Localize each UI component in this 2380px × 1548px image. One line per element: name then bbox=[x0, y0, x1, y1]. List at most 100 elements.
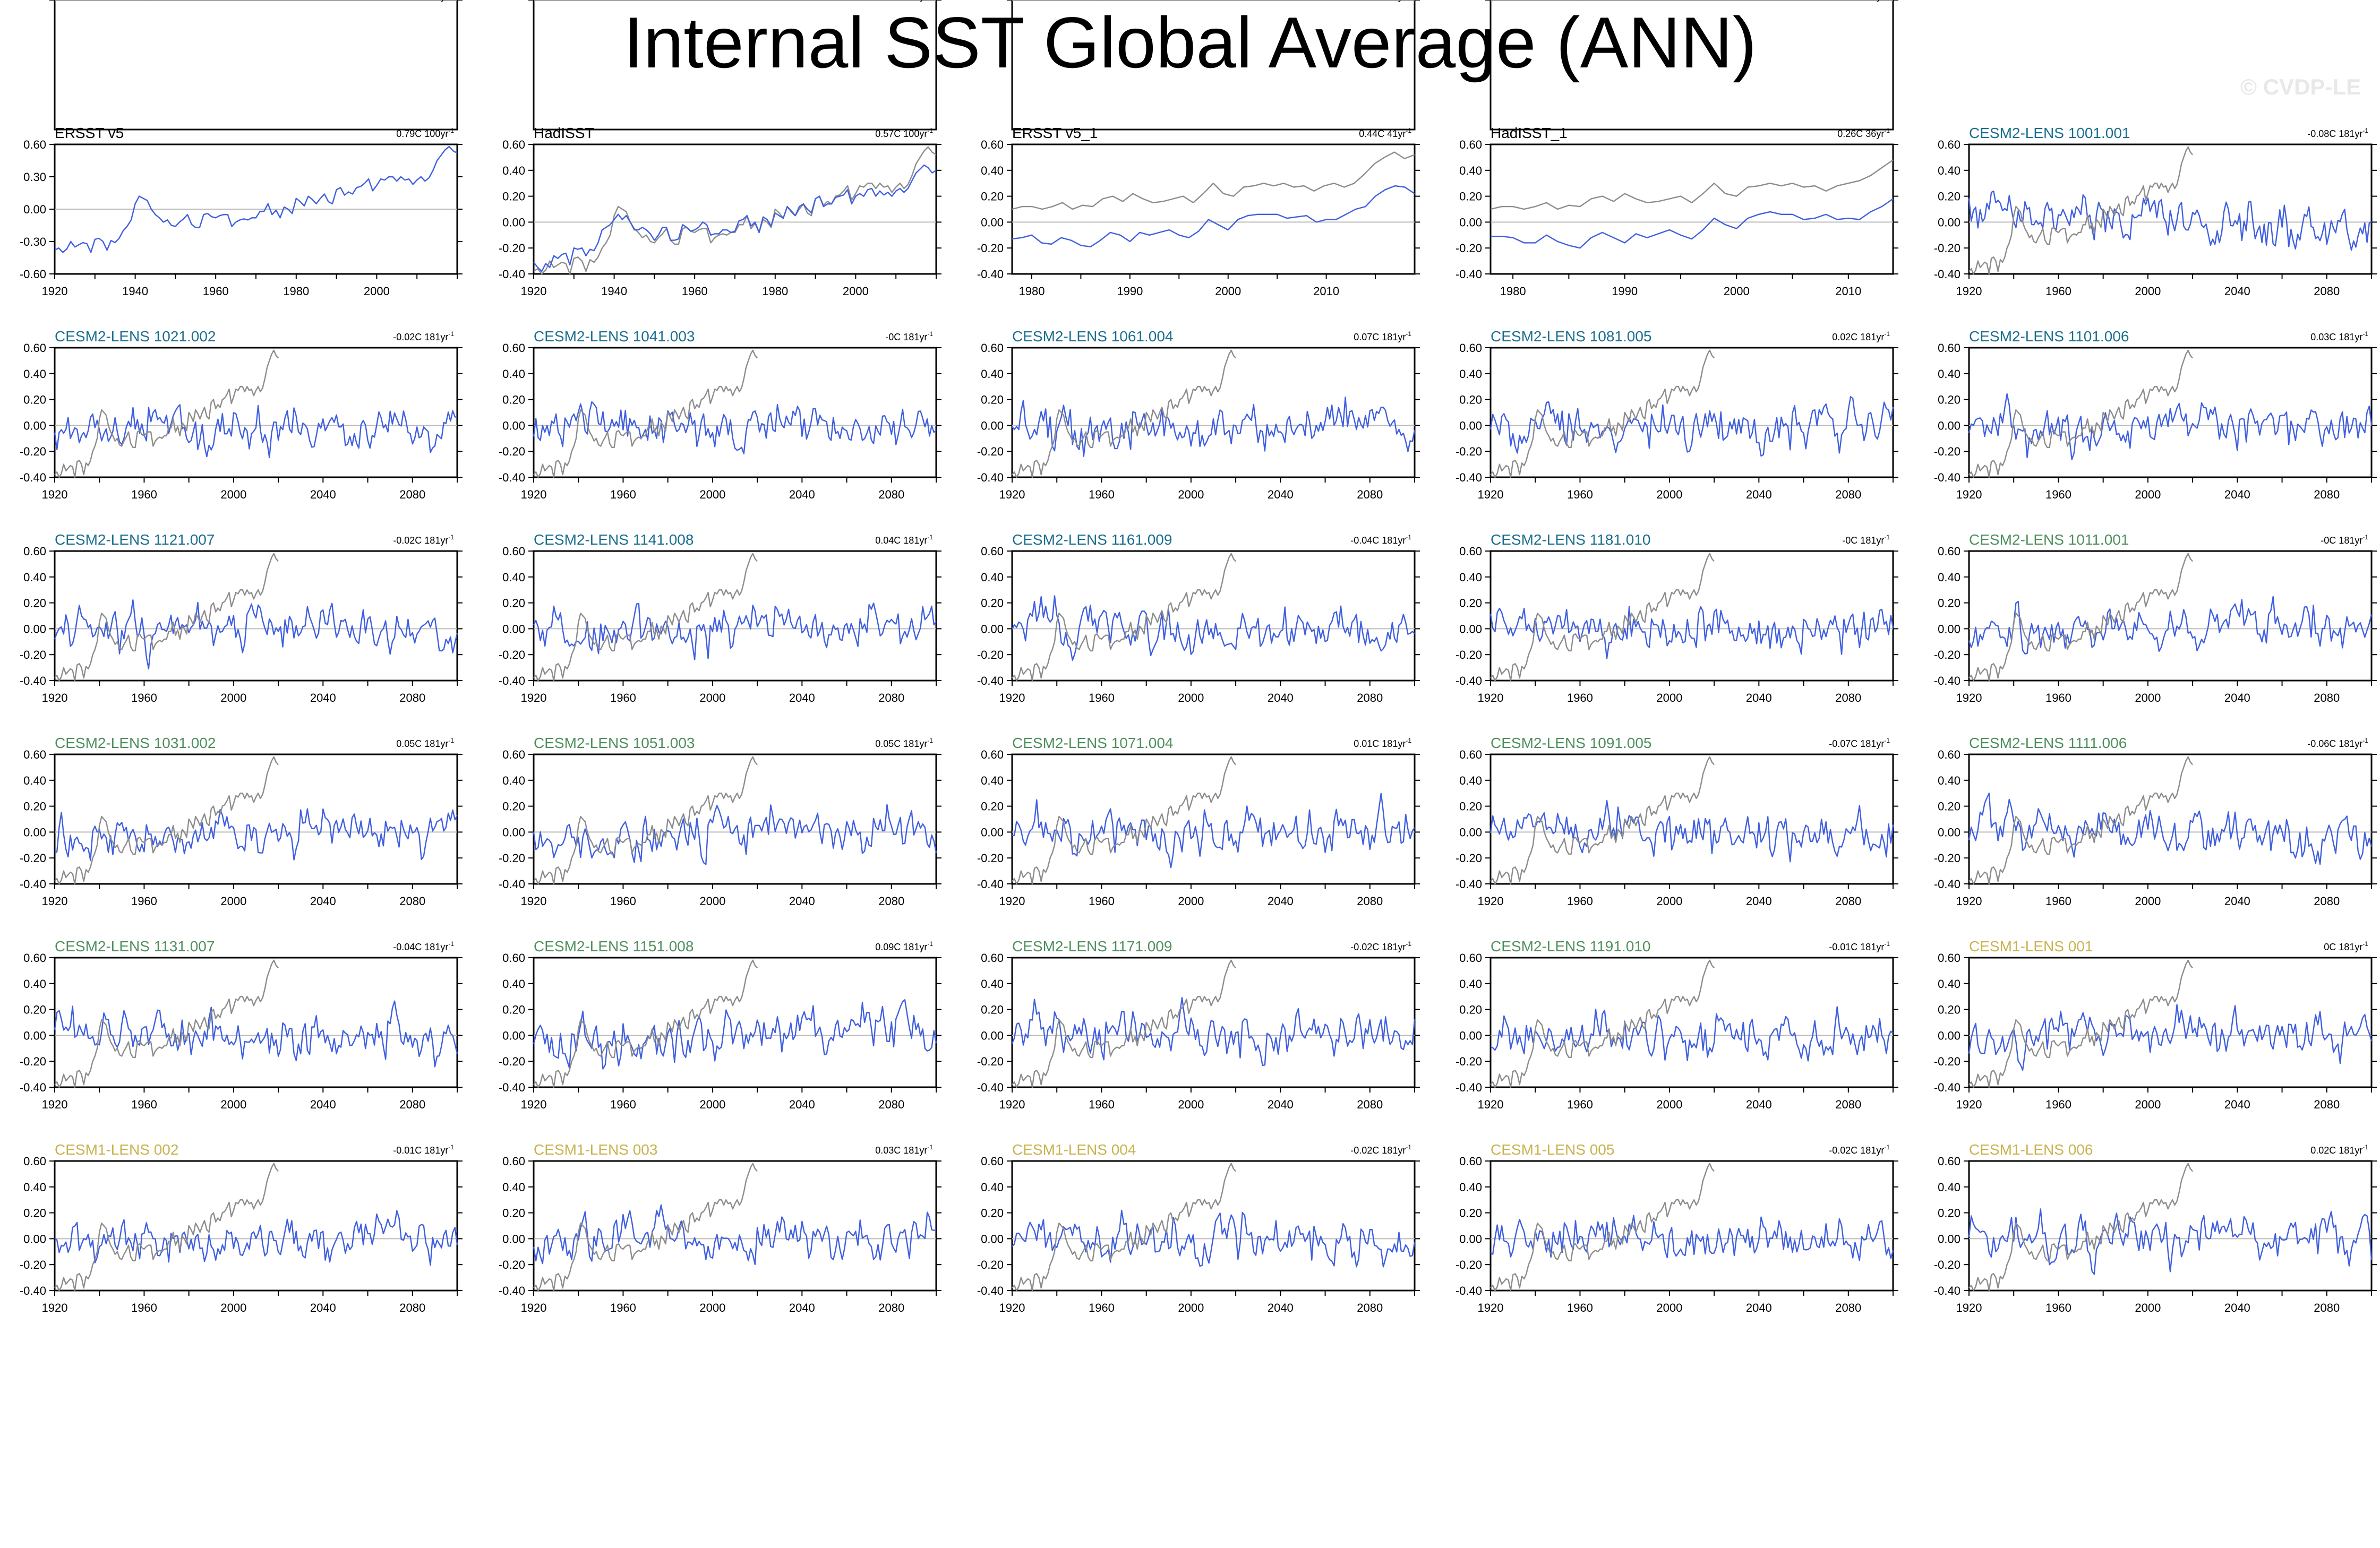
x-tick-label: 2000 bbox=[1656, 691, 1682, 704]
y-tick-label: 0.40 bbox=[502, 571, 525, 584]
x-tick-label: 1960 bbox=[131, 488, 157, 501]
panel-title: CESM2-LENS 1131.007 bbox=[55, 938, 215, 954]
trend-label: 0.79C 100yr-1 bbox=[396, 127, 454, 139]
x-tick-label: 2080 bbox=[1357, 691, 1383, 704]
plot-frame bbox=[1489, 957, 1894, 1088]
chart-panel: 0.600.400.200.00-0.20-0.4019201960200020… bbox=[20, 0, 463, 131]
y-tick-label: 0.00 bbox=[502, 1232, 525, 1245]
y-tick-label: 0.40 bbox=[23, 571, 46, 584]
x-tick-label: 1920 bbox=[1478, 488, 1504, 501]
y-tick-label: 0.30 bbox=[23, 170, 46, 184]
y-tick-label: -0.20 bbox=[1456, 1055, 1482, 1068]
x-tick-label: 1960 bbox=[610, 895, 636, 908]
x-tick-label: 1980 bbox=[283, 285, 309, 298]
y-tick-label: -0.20 bbox=[20, 1258, 46, 1271]
x-tick-label: 2040 bbox=[789, 895, 815, 908]
x-tick-label: 1960 bbox=[610, 691, 636, 704]
panel-title: CESM2-LENS 1101.006 bbox=[1969, 328, 2129, 345]
y-tick-label: 0.20 bbox=[1938, 1207, 1960, 1220]
y-tick-label: 0.00 bbox=[1459, 419, 1482, 432]
x-tick-label: 1960 bbox=[610, 1301, 636, 1314]
y-tick-label: -0.20 bbox=[499, 445, 525, 458]
trend-label: -0.01C 181yr-1 bbox=[1829, 940, 1890, 952]
y-tick-label: 0.20 bbox=[1938, 393, 1960, 407]
y-tick-label: 0.00 bbox=[1938, 1232, 1960, 1245]
model-line bbox=[1968, 1004, 2373, 1071]
trend-exponent: -1 bbox=[2362, 737, 2368, 744]
x-tick-label: 1920 bbox=[999, 1301, 1025, 1314]
y-tick-label: -0.40 bbox=[499, 1284, 525, 1297]
y-tick-label: 0.20 bbox=[502, 190, 525, 203]
panel-title: CESM2-LENS 1091.005 bbox=[1491, 735, 1652, 751]
x-tick-label: 1920 bbox=[42, 1098, 68, 1111]
panel-title: CESM2-LENS 1121.007 bbox=[55, 531, 215, 548]
x-tick-label: 2080 bbox=[2314, 1301, 2340, 1314]
reference-line bbox=[54, 756, 279, 885]
y-tick-label: 0.00 bbox=[981, 0, 1004, 3]
reference-line bbox=[1490, 756, 1715, 885]
plot-frame bbox=[54, 0, 458, 131]
x-tick-label: 2040 bbox=[1268, 1098, 1294, 1111]
y-tick-label: 0.20 bbox=[502, 800, 525, 813]
x-tick-label: 2040 bbox=[310, 895, 336, 908]
panel-title: CESM1-LENS 002 bbox=[55, 1141, 178, 1158]
y-tick-label: -0.40 bbox=[1934, 1284, 1960, 1297]
reference-line bbox=[1490, 959, 1715, 1088]
y-tick-label: 0.60 bbox=[981, 138, 1004, 151]
y-tick-label: 0.60 bbox=[502, 748, 525, 761]
x-tick-label: 1960 bbox=[2045, 691, 2071, 704]
panel-title: CESM1-LENS 009 bbox=[1012, 0, 1136, 3]
y-tick-label: 0.00 bbox=[1938, 622, 1960, 635]
x-tick-label: 1960 bbox=[1089, 691, 1115, 704]
plot-frame bbox=[1011, 1160, 1416, 1292]
y-tick-label: 0.20 bbox=[502, 597, 525, 610]
x-tick-label: 2080 bbox=[1835, 895, 1861, 908]
x-tick-label: 2000 bbox=[1656, 488, 1682, 501]
trend-label: 0.04C 181yr-1 bbox=[875, 534, 933, 546]
trend-label: 0.01C 181yr-1 bbox=[1354, 0, 1411, 2]
model-line bbox=[1489, 396, 1894, 457]
plot-frame bbox=[533, 957, 937, 1088]
y-tick-label: -0.40 bbox=[1456, 0, 1482, 3]
x-tick-label: 2080 bbox=[1357, 0, 1383, 3]
x-tick-label: 2000 bbox=[699, 1301, 725, 1314]
x-tick-label: 2080 bbox=[878, 691, 904, 704]
x-tick-label: 1920 bbox=[1478, 1301, 1504, 1314]
reference-line bbox=[1490, 553, 1715, 682]
reference-line bbox=[1968, 553, 2194, 682]
y-tick-label: 0.00 bbox=[1459, 1029, 1482, 1042]
y-tick-label: 0.60 bbox=[1459, 341, 1482, 355]
y-tick-label: 0.40 bbox=[981, 1181, 1004, 1194]
x-tick-label: 2080 bbox=[1835, 0, 1861, 3]
x-tick-label: 1960 bbox=[1089, 1301, 1115, 1314]
x-tick-label: 1920 bbox=[521, 488, 547, 501]
plot-frame bbox=[54, 1160, 458, 1292]
y-tick-label: -0.20 bbox=[20, 852, 46, 865]
x-tick-label: 2040 bbox=[2224, 1301, 2250, 1314]
x-tick-label: 2080 bbox=[399, 691, 425, 704]
y-tick-label: -0.20 bbox=[1456, 1258, 1482, 1271]
x-tick-label: 2000 bbox=[220, 1301, 246, 1314]
x-tick-label: 1920 bbox=[999, 488, 1025, 501]
x-tick-label: 1920 bbox=[42, 895, 68, 908]
y-tick-label: -0.20 bbox=[1456, 445, 1482, 458]
x-tick-label: 2080 bbox=[1357, 1301, 1383, 1314]
y-tick-label: 0.60 bbox=[981, 545, 1004, 558]
y-tick-label: -0.20 bbox=[977, 0, 1004, 3]
x-tick-label: 2040 bbox=[310, 1301, 336, 1314]
x-tick-label: 1960 bbox=[1089, 1098, 1115, 1111]
x-tick-label: 1920 bbox=[1956, 285, 1982, 298]
reference-line bbox=[1012, 553, 1237, 682]
chart-panel: 0.60 0.30 0.00 -0.30 -0.60 1920 1940 1960 1980 20… bbox=[20, 125, 463, 298]
trend-label: -0.06C 181yr-1 bbox=[2307, 737, 2368, 749]
x-tick-label: 2080 bbox=[878, 488, 904, 501]
y-tick-label: -0.20 bbox=[20, 648, 46, 661]
y-tick-label: 0.40 bbox=[1459, 774, 1482, 787]
plot-frame bbox=[54, 957, 458, 1088]
